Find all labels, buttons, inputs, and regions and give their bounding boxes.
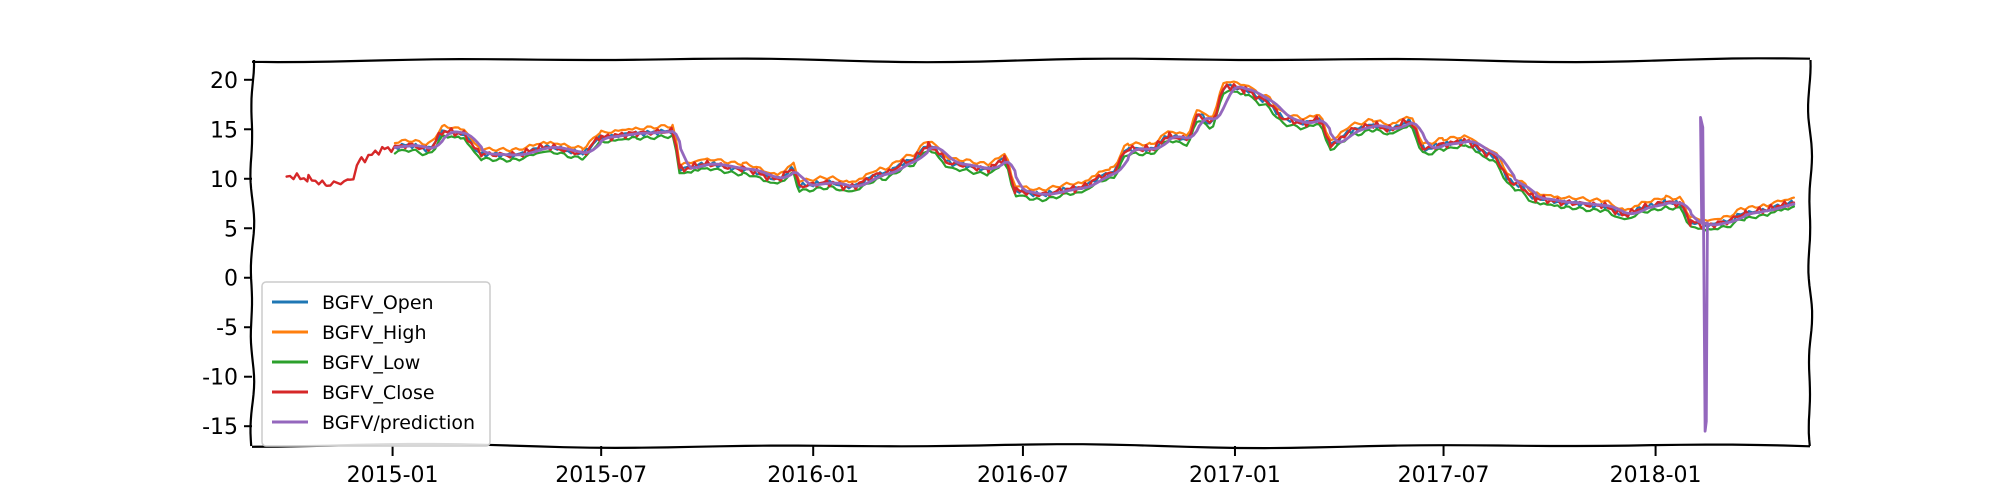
x-tick-label: 2015-01 <box>347 463 439 488</box>
legend-label: BGFV_Close <box>322 382 435 404</box>
series-line-bgfv-open <box>393 83 1795 229</box>
legend-label: BGFV_High <box>322 322 427 344</box>
legend-label: BGFV/prediction <box>322 412 475 434</box>
y-tick-label: 5 <box>224 217 238 242</box>
x-tick-label: 2017-07 <box>1398 463 1490 488</box>
y-tick-label: 0 <box>224 267 238 292</box>
legend: BGFV_Open BGFV_High BGFV_Low BGFV_Close BGFV… <box>261 281 491 447</box>
y-tick-label: 10 <box>210 168 238 193</box>
series-line-bgfv-prediction <box>393 85 1796 433</box>
y-tick-label: 15 <box>210 118 238 143</box>
legend-box <box>261 281 491 447</box>
y-tick-label: -15 <box>202 415 238 440</box>
plot-frame <box>249 57 1814 450</box>
y-tick-label: -10 <box>202 366 238 391</box>
legend-label: BGFV_Low <box>322 352 420 374</box>
axis-layer: -15 -10 -5 0 5 10 15 20 2015-01 2015-07 2016-01 201… <box>202 69 1701 488</box>
y-tick-label: 20 <box>210 69 238 94</box>
series-line-bgfv-high <box>393 80 1795 222</box>
x-tick-label: 2016-01 <box>767 463 859 488</box>
legend-label: BGFV_Open <box>322 292 434 314</box>
x-tick-label: 2015-07 <box>555 463 647 488</box>
series-line-bgfv-low <box>393 89 1795 232</box>
x-tick-label: 2018-01 <box>1610 463 1702 488</box>
x-tick-label: 2017-01 <box>1189 463 1281 488</box>
y-tick-label: -5 <box>216 316 238 341</box>
x-tick-label: 2016-07 <box>977 463 1069 488</box>
series-layer <box>285 80 1796 433</box>
legend-entries: BGFV_Open BGFV_High BGFV_Low BGFV_Close BGFV… <box>272 292 475 434</box>
